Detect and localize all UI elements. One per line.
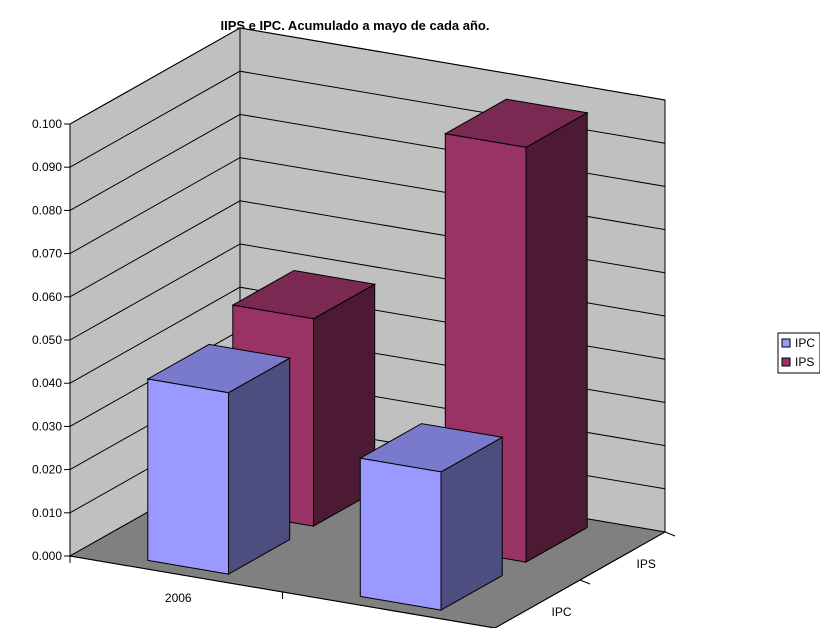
x-axis: 20062007 [69,555,496,628]
depth-tick-mark [664,531,676,537]
depth-tick-label: IPS [637,557,656,571]
x-tick-label: 2006 [165,591,192,605]
chart-title: IIPS e IPC. Acumulado a mayo de cada año… [221,18,490,33]
y-tick-label: 0.090 [32,160,62,174]
legend-label-ipc: IPC [795,336,815,350]
y-tick-label: 0.030 [32,419,62,433]
depth-tick-mark [579,579,591,585]
bar-ipc-2006 [146,343,292,575]
depth-tick-label: IPC [552,605,572,619]
legend-swatch-ipc [781,338,791,348]
bar-front-face [147,378,229,575]
y-tick-label: 0.040 [32,376,62,390]
depth-axis: IPC IPS [494,531,676,628]
y-tick-label: 0.060 [32,290,62,304]
legend[interactable]: IPC IPS [777,332,820,374]
y-tick-label: 0.010 [32,506,62,520]
y-tick-label: 0.020 [32,463,62,477]
bar-side-face [525,111,588,563]
bar-front-face [359,457,442,611]
y-tick-label: 0.080 [32,203,62,217]
legend-label-ips: IPS [795,355,814,369]
y-tick-label: 0.050 [32,333,62,347]
bar-ipc-2007 [358,423,504,611]
legend-swatch-ips [781,357,791,367]
bar-side-face [228,357,291,575]
bar-ips-2007 [443,98,589,563]
gridline [69,27,666,125]
y-axis: 0.000 0.010 0.020 0.030 0.040 0.050 0.060 0.070… [32,117,70,563]
y-tick-label: 0.000 [32,549,62,563]
bars [146,98,589,611]
y-tick-label: 0.100 [32,117,62,131]
y-tick-label: 0.070 [32,247,62,261]
